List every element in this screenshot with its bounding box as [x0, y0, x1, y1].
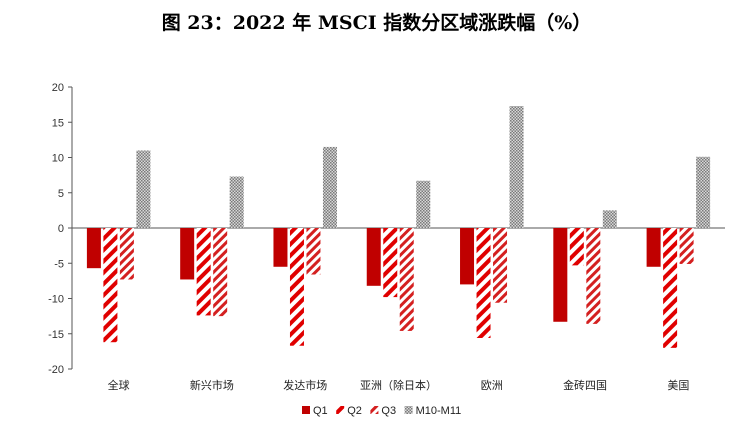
- bar-q3-1: [213, 228, 228, 317]
- chart-legend: Q1 Q2 Q3 M10-M11: [302, 405, 461, 417]
- bar-q2-2: [289, 228, 304, 346]
- bar-m10-m11-4: [509, 106, 524, 228]
- chart-axes: 20 15 10 5 0 -5 -10 -15 -20: [48, 82, 725, 376]
- legend-label: Q1: [313, 405, 328, 417]
- bar-q1-5: [553, 228, 568, 322]
- y-tick-label: -20: [48, 364, 64, 376]
- bar-q3-2: [306, 228, 321, 275]
- bar-q3-4: [493, 228, 508, 303]
- bar-q2-5: [569, 228, 584, 266]
- bar-q3-5: [586, 228, 601, 324]
- chart-labels: 全球 新兴市场 发达市场 亚洲（除日本） 欧洲 金砖四国 美国: [108, 378, 690, 392]
- y-tick-label: 5: [58, 188, 64, 200]
- bar-q1-6: [646, 228, 661, 267]
- chart-bars: [86, 106, 711, 348]
- bar-q2-1: [196, 228, 211, 316]
- x-category-label: 全球: [108, 378, 130, 392]
- bar-q2-3: [383, 228, 398, 298]
- bar-m10-m11-2: [322, 146, 337, 228]
- x-category-label: 发达市场: [283, 378, 327, 392]
- x-category-label: 亚洲（除日本）: [360, 378, 437, 392]
- bar-q2-4: [476, 228, 491, 338]
- x-category-label: 新兴市场: [190, 378, 234, 392]
- bar-q1-1: [180, 228, 195, 280]
- legend-swatch-q1: [302, 406, 310, 414]
- y-tick-label: -10: [48, 294, 64, 306]
- bar-m10-m11-1: [229, 176, 244, 228]
- bar-q2-0: [103, 228, 118, 343]
- bar-m10-m11-6: [696, 156, 711, 228]
- legend-label: Q2: [347, 405, 362, 417]
- bar-q1-2: [273, 228, 288, 267]
- bar-q1-4: [460, 228, 475, 285]
- y-tick-label: -5: [54, 258, 64, 270]
- x-category-label: 欧洲: [481, 379, 503, 392]
- bar-q1-3: [366, 228, 381, 286]
- bar-m10-m11-5: [602, 210, 617, 228]
- legend-swatch-m10-m11: [404, 406, 413, 414]
- y-tick-label: -15: [48, 329, 64, 341]
- legend-label: Q3: [381, 405, 396, 417]
- chart-title: 图 23：2022 年 MSCI 指数分区域涨跌幅（%）: [161, 12, 592, 34]
- x-category-label: 金砖四国: [563, 378, 607, 392]
- bar-q3-3: [399, 228, 414, 331]
- bar-q3-0: [119, 228, 134, 280]
- legend-swatch-q2: [336, 406, 345, 414]
- bar-q1-0: [86, 228, 101, 269]
- y-tick-label: 15: [52, 117, 64, 129]
- y-tick-label: 0: [58, 223, 64, 235]
- bar-q3-6: [679, 228, 694, 264]
- legend-label: M10-M11: [416, 405, 462, 417]
- x-category-label: 美国: [667, 379, 689, 392]
- y-tick-label: 10: [52, 153, 64, 165]
- bar-m10-m11-3: [416, 180, 431, 228]
- bar-q2-6: [663, 228, 678, 348]
- legend-swatch-q3: [370, 406, 379, 414]
- y-tick-label: 20: [52, 82, 64, 94]
- bar-m10-m11-0: [136, 150, 151, 228]
